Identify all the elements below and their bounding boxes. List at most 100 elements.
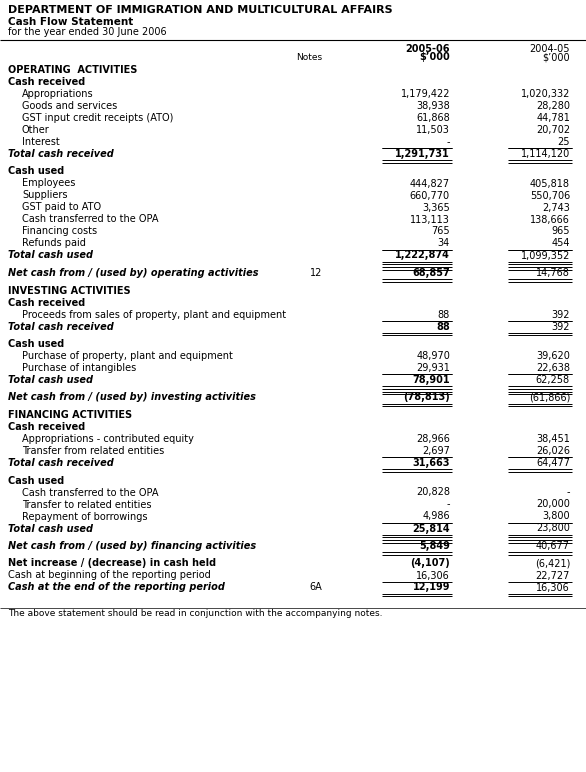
- Text: Goods and services: Goods and services: [22, 101, 117, 111]
- Text: Cash received: Cash received: [8, 77, 85, 87]
- Text: Total cash used: Total cash used: [8, 250, 93, 260]
- Text: 765: 765: [431, 226, 450, 236]
- Text: 3,800: 3,800: [543, 512, 570, 522]
- Text: 454: 454: [551, 239, 570, 249]
- Text: 2,697: 2,697: [422, 446, 450, 456]
- Text: 138,666: 138,666: [530, 215, 570, 225]
- Text: Suppliers: Suppliers: [22, 191, 67, 201]
- Text: 64,477: 64,477: [536, 458, 570, 468]
- Text: 6A: 6A: [309, 583, 322, 592]
- Text: 44,781: 44,781: [536, 113, 570, 123]
- Text: 1,114,120: 1,114,120: [521, 149, 570, 159]
- Text: 61,868: 61,868: [416, 113, 450, 123]
- Text: Repayment of borrowings: Repayment of borrowings: [22, 512, 148, 522]
- Text: 2004-05: 2004-05: [530, 44, 570, 54]
- Text: Appropriations: Appropriations: [22, 89, 94, 99]
- Text: 405,818: 405,818: [530, 178, 570, 188]
- Text: -: -: [567, 487, 570, 497]
- Text: Transfer from related entities: Transfer from related entities: [22, 446, 164, 456]
- Text: 20,702: 20,702: [536, 125, 570, 135]
- Text: -: -: [447, 499, 450, 510]
- Text: 38,451: 38,451: [536, 434, 570, 444]
- Text: 28,280: 28,280: [536, 101, 570, 111]
- Text: 12,199: 12,199: [413, 583, 450, 592]
- Text: Cash at beginning of the reporting period: Cash at beginning of the reporting perio…: [8, 571, 211, 581]
- Text: Purchase of property, plant and equipment: Purchase of property, plant and equipmen…: [22, 351, 233, 361]
- Text: 31,663: 31,663: [413, 458, 450, 468]
- Text: 550,706: 550,706: [530, 191, 570, 201]
- Text: 38,938: 38,938: [416, 101, 450, 111]
- Text: Interest: Interest: [22, 137, 60, 147]
- Text: 25: 25: [557, 137, 570, 147]
- Text: 1,099,352: 1,099,352: [520, 250, 570, 260]
- Text: Cash transferred to the OPA: Cash transferred to the OPA: [22, 487, 158, 497]
- Text: 392: 392: [551, 321, 570, 331]
- Text: Proceeds from sales of property, plant and equipment: Proceeds from sales of property, plant a…: [22, 310, 286, 320]
- Text: Cash at the end of the reporting period: Cash at the end of the reporting period: [8, 583, 225, 592]
- Text: 392: 392: [551, 310, 570, 320]
- Text: Net increase / (decrease) in cash held: Net increase / (decrease) in cash held: [8, 558, 216, 568]
- Text: Transfer to related entities: Transfer to related entities: [22, 499, 152, 510]
- Text: 88: 88: [436, 321, 450, 331]
- Text: (6,421): (6,421): [534, 558, 570, 568]
- Text: 29,931: 29,931: [416, 363, 450, 373]
- Text: GST input credit receipts (ATO): GST input credit receipts (ATO): [22, 113, 173, 123]
- Text: 660,770: 660,770: [410, 191, 450, 201]
- Text: 1,291,731: 1,291,731: [395, 149, 450, 159]
- Text: 3,365: 3,365: [423, 202, 450, 212]
- Text: 11,503: 11,503: [416, 125, 450, 135]
- Text: 68,857: 68,857: [412, 268, 450, 278]
- Text: Cash received: Cash received: [8, 297, 85, 307]
- Text: $’000: $’000: [543, 52, 570, 62]
- Text: (4,107): (4,107): [410, 558, 450, 568]
- Text: Cash used: Cash used: [8, 476, 64, 486]
- Text: Cash Flow Statement: Cash Flow Statement: [8, 17, 133, 27]
- Text: Cash used: Cash used: [8, 167, 64, 177]
- Text: 26,026: 26,026: [536, 446, 570, 456]
- Text: DEPARTMENT OF IMMIGRATION AND MULTICULTURAL AFFAIRS: DEPARTMENT OF IMMIGRATION AND MULTICULTU…: [8, 5, 393, 15]
- Text: 1,222,874: 1,222,874: [395, 250, 450, 260]
- Text: 28,966: 28,966: [416, 434, 450, 444]
- Text: 23,800: 23,800: [536, 523, 570, 533]
- Text: 1,020,332: 1,020,332: [520, 89, 570, 99]
- Text: 25,814: 25,814: [413, 523, 450, 533]
- Text: Notes: Notes: [296, 52, 322, 62]
- Text: Total cash received: Total cash received: [8, 458, 114, 468]
- Text: 4,986: 4,986: [423, 512, 450, 522]
- Text: Refunds paid: Refunds paid: [22, 239, 86, 249]
- Text: Net cash from / (used by) operating activities: Net cash from / (used by) operating acti…: [8, 268, 258, 278]
- Text: Employees: Employees: [22, 178, 76, 188]
- Text: The above statement should be read in conjunction with the accompanying notes.: The above statement should be read in co…: [8, 610, 383, 618]
- Text: 16,306: 16,306: [536, 583, 570, 592]
- Text: 88: 88: [438, 310, 450, 320]
- Text: Total cash used: Total cash used: [8, 523, 93, 533]
- Text: Appropriations - contributed equity: Appropriations - contributed equity: [22, 434, 194, 444]
- Text: 22,727: 22,727: [536, 571, 570, 581]
- Text: Total cash used: Total cash used: [8, 375, 93, 385]
- Text: Total cash received: Total cash received: [8, 149, 114, 159]
- Text: Financing costs: Financing costs: [22, 226, 97, 236]
- Text: 965: 965: [551, 226, 570, 236]
- Text: 40,677: 40,677: [536, 541, 570, 551]
- Text: 34: 34: [438, 239, 450, 249]
- Text: Cash used: Cash used: [8, 339, 64, 349]
- Text: 78,901: 78,901: [413, 375, 450, 385]
- Text: 113,113: 113,113: [410, 215, 450, 225]
- Text: 39,620: 39,620: [536, 351, 570, 361]
- Text: 48,970: 48,970: [416, 351, 450, 361]
- Text: 444,827: 444,827: [410, 178, 450, 188]
- Text: Net cash from / (used by) financing activities: Net cash from / (used by) financing acti…: [8, 541, 256, 551]
- Text: 20,828: 20,828: [416, 487, 450, 497]
- Text: FINANCING ACTIVITIES: FINANCING ACTIVITIES: [8, 410, 132, 420]
- Text: 2005-06: 2005-06: [406, 44, 450, 54]
- Text: (61,866): (61,866): [529, 392, 570, 402]
- Text: Total cash received: Total cash received: [8, 321, 114, 331]
- Text: Cash transferred to the OPA: Cash transferred to the OPA: [22, 215, 158, 225]
- Text: Cash received: Cash received: [8, 422, 85, 432]
- Text: Purchase of intangibles: Purchase of intangibles: [22, 363, 137, 373]
- Text: (78,813): (78,813): [403, 392, 450, 402]
- Text: Net cash from / (used by) investing activities: Net cash from / (used by) investing acti…: [8, 392, 256, 402]
- Text: 12: 12: [309, 268, 322, 278]
- Text: 20,000: 20,000: [536, 499, 570, 510]
- Text: for the year ended 30 June 2006: for the year ended 30 June 2006: [8, 27, 166, 37]
